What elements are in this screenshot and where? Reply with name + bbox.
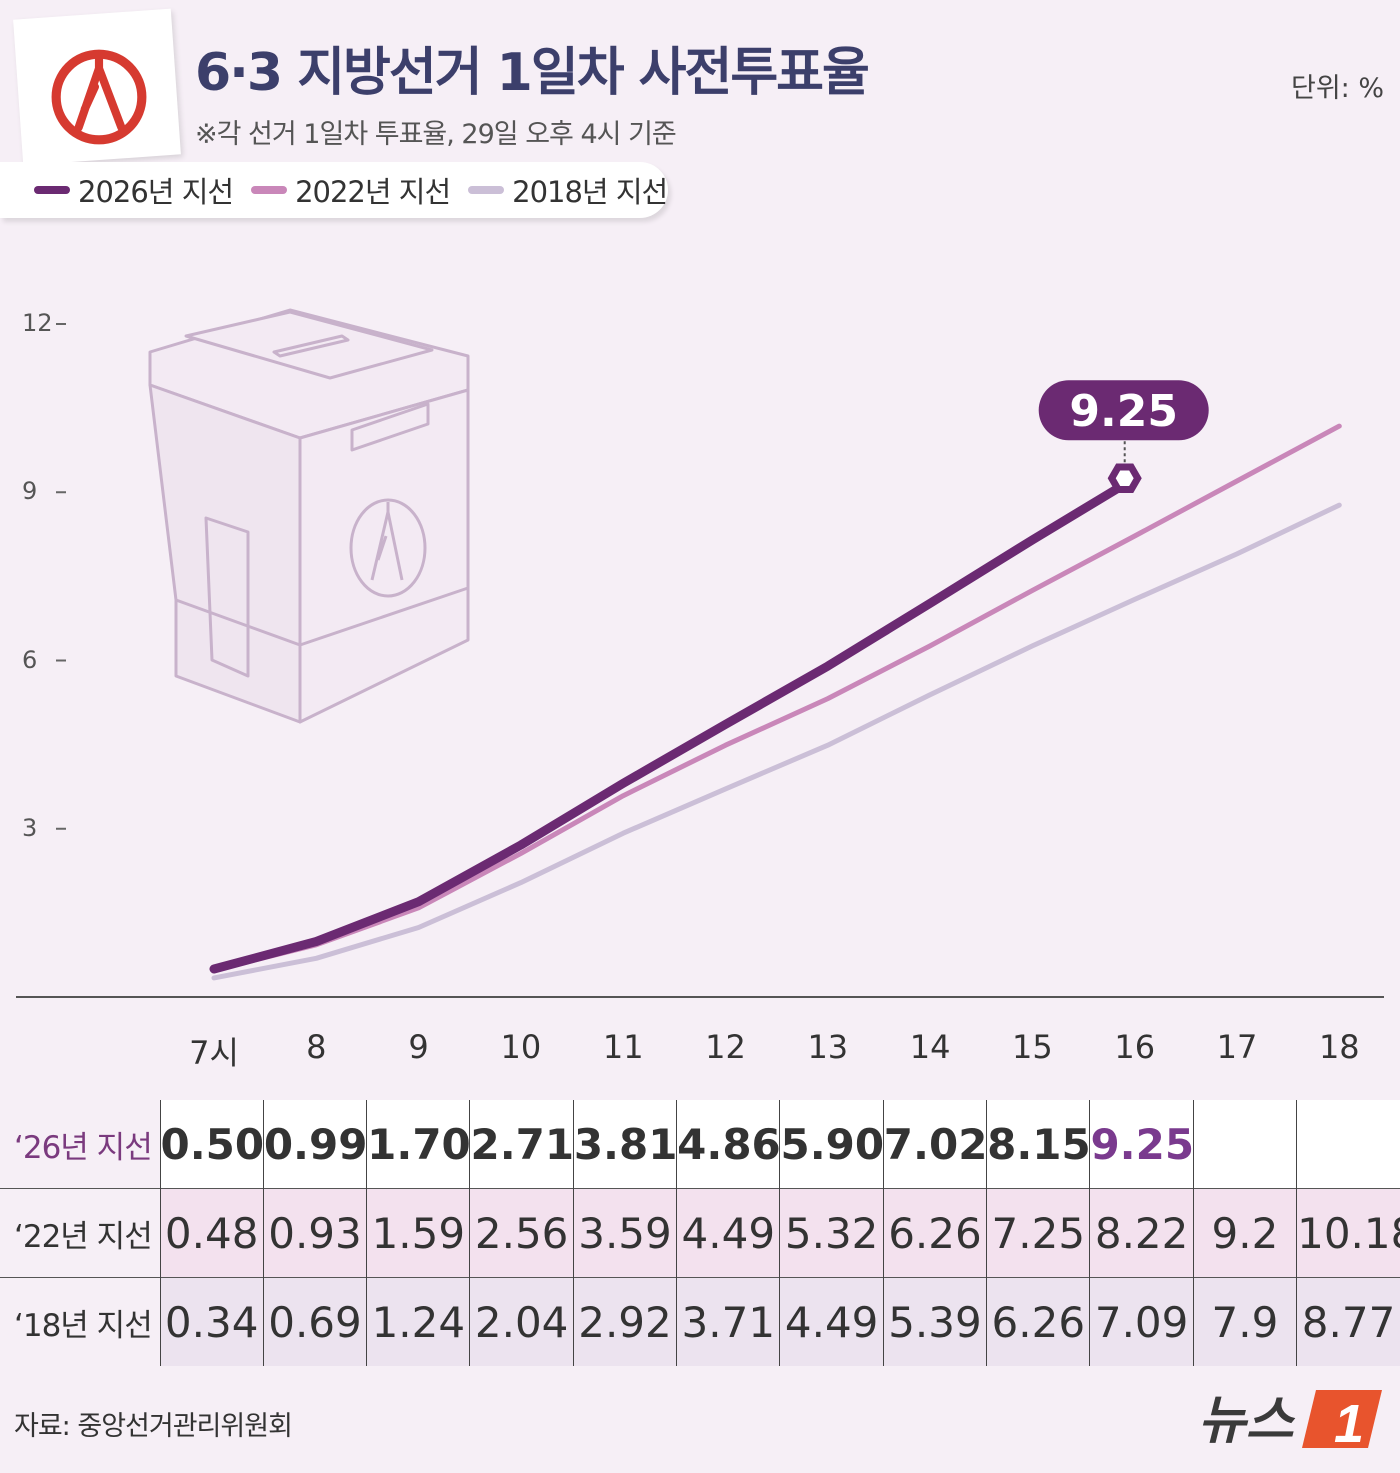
table-cell: 9.25 (1089, 1100, 1194, 1189)
table-cell: 8.15 (986, 1100, 1091, 1189)
x-tick-label: 14 (909, 1028, 951, 1066)
table-row: ‘18년 지선 0.34 0.69 1.24 2.04 2.92 3.71 4.49 5.39 6… (0, 1277, 1400, 1366)
series-line-0 (209, 473, 1140, 974)
page-subtitle: ※각 선거 1일차 투표율, 29일 오후 4시 기준 (195, 119, 677, 150)
x-tick-label: 12 (705, 1028, 746, 1066)
table-cell: 5.32 (779, 1188, 884, 1278)
table-cell: 0.93 (262, 1188, 367, 1278)
table-cell: 5.39 (882, 1277, 987, 1366)
table-cell: 1.59 (366, 1188, 470, 1278)
table-cell: 2.04 (469, 1277, 574, 1366)
legend-swatch (34, 186, 70, 194)
x-tick-label: 8 (306, 1028, 327, 1066)
news1-logo: 뉴스 1 (1198, 1390, 1382, 1452)
table-cell: 8.77 (1296, 1277, 1400, 1366)
x-tick-label: 15 (1012, 1028, 1053, 1066)
legend-label: 2018년 지선 (512, 175, 668, 209)
svg-text:뉴스: 뉴스 (1198, 1392, 1296, 1450)
row-label: ‘18년 지선 (0, 1277, 160, 1366)
legend-label: 2026년 지선 (78, 175, 234, 209)
series-lines (209, 423, 1342, 981)
y-tick-label: 6 (22, 645, 38, 674)
table-cell: 0.99 (262, 1100, 367, 1189)
table-cell: 3.59 (572, 1188, 677, 1278)
vote-stamp-icon (51, 49, 147, 145)
table-cell: 7.9 (1192, 1277, 1297, 1366)
table-cell: 10.18 (1296, 1188, 1400, 1278)
table-cell: 7.25 (986, 1188, 1090, 1278)
ballot-box-icon (148, 308, 470, 724)
row-label: ‘26년 지선 (0, 1100, 160, 1189)
table-cell: 0.50 (159, 1100, 264, 1189)
table-cell: 6.26 (882, 1188, 987, 1278)
table-cell: 7.02 (882, 1100, 987, 1189)
table-cell: 2.92 (572, 1277, 677, 1366)
y-ticks (56, 323, 66, 830)
unit-label: 단위: % (1290, 73, 1384, 104)
table-cell: 1.70 (366, 1100, 471, 1189)
table-cell: 8.22 (1089, 1188, 1194, 1278)
table-cell: 9.2 (1192, 1188, 1297, 1278)
table-cell: 0.48 (159, 1188, 264, 1278)
x-tick-labels: 7시 8 9 10 11 12 13 14 15 16 17 18 (0, 1028, 1400, 1072)
table-row: ‘22년 지선 0.48 0.93 1.59 2.56 3.59 4.49 5.32 6.26 7… (0, 1188, 1400, 1278)
legend-item-2018: 2018년 지선 (468, 169, 668, 211)
callout-badge (1038, 380, 1209, 441)
row-label: ‘22년 지선 (0, 1188, 160, 1278)
table-row: ‘26년 지선 0.50 0.99 1.70 2.71 3.81 4.86 5.90 7.02 8… (0, 1100, 1400, 1189)
table-cell: 0.69 (262, 1277, 367, 1366)
x-tick-label: 13 (807, 1028, 849, 1066)
table-cell: 2.71 (469, 1100, 574, 1189)
legend-swatch (468, 186, 505, 194)
legend: 2026년 지선 2022년 지선 2018년 지선 (0, 162, 668, 218)
data-table: ‘26년 지선 0.50 0.99 1.70 2.71 3.81 4.86 5.90 7.02 8… (0, 1100, 1400, 1366)
line-chart: 9.25 (16, 308, 1384, 998)
legend-item-2022: 2022년 지선 (251, 169, 451, 211)
table-cell: 5.90 (779, 1100, 884, 1189)
legend-item-2026: 2026년 지선 (34, 169, 234, 211)
table-cell: 2.56 (469, 1188, 574, 1278)
source-note: 자료: 중앙선거관리위원회 (14, 1411, 293, 1442)
table-cell (1192, 1100, 1297, 1189)
table-cell: 1.24 (366, 1277, 470, 1366)
y-tick-label: 12 (22, 309, 53, 337)
table-cell: 7.09 (1089, 1277, 1194, 1366)
callout-value: 9.25 (1069, 386, 1178, 437)
table-cell: 4.86 (676, 1100, 781, 1189)
y-tick-label: 9 (22, 477, 38, 506)
table-cell: 3.81 (572, 1100, 677, 1189)
x-tick-label: 16 (1114, 1028, 1156, 1066)
table-cell: 6.26 (986, 1277, 1090, 1366)
svg-text:1: 1 (1334, 1394, 1364, 1452)
series-line-2 (211, 502, 1342, 981)
legend-swatch (251, 186, 288, 194)
x-tick-label: 11 (602, 1028, 644, 1066)
x-tick-label: 17 (1216, 1028, 1258, 1066)
table-cell: 4.49 (676, 1188, 780, 1278)
legend-label: 2022년 지선 (295, 175, 451, 209)
table-cell (1296, 1100, 1400, 1189)
x-tick-label: 7시 (189, 1034, 239, 1072)
x-tick-label: 18 (1318, 1028, 1360, 1066)
x-tick-label: 10 (500, 1028, 542, 1066)
page-title: 6·3 지방선거 1일차 사전투표율 (195, 43, 870, 103)
last-point-marker (1107, 463, 1142, 493)
table-cell: 0.34 (159, 1277, 264, 1366)
table-cell: 3.71 (676, 1277, 780, 1366)
x-tick-label: 9 (408, 1028, 429, 1066)
table-cell: 4.49 (779, 1277, 884, 1366)
callout: 9.25 (1038, 380, 1209, 493)
series-line-1 (211, 423, 1342, 973)
y-tick-label: 3 (22, 813, 38, 842)
